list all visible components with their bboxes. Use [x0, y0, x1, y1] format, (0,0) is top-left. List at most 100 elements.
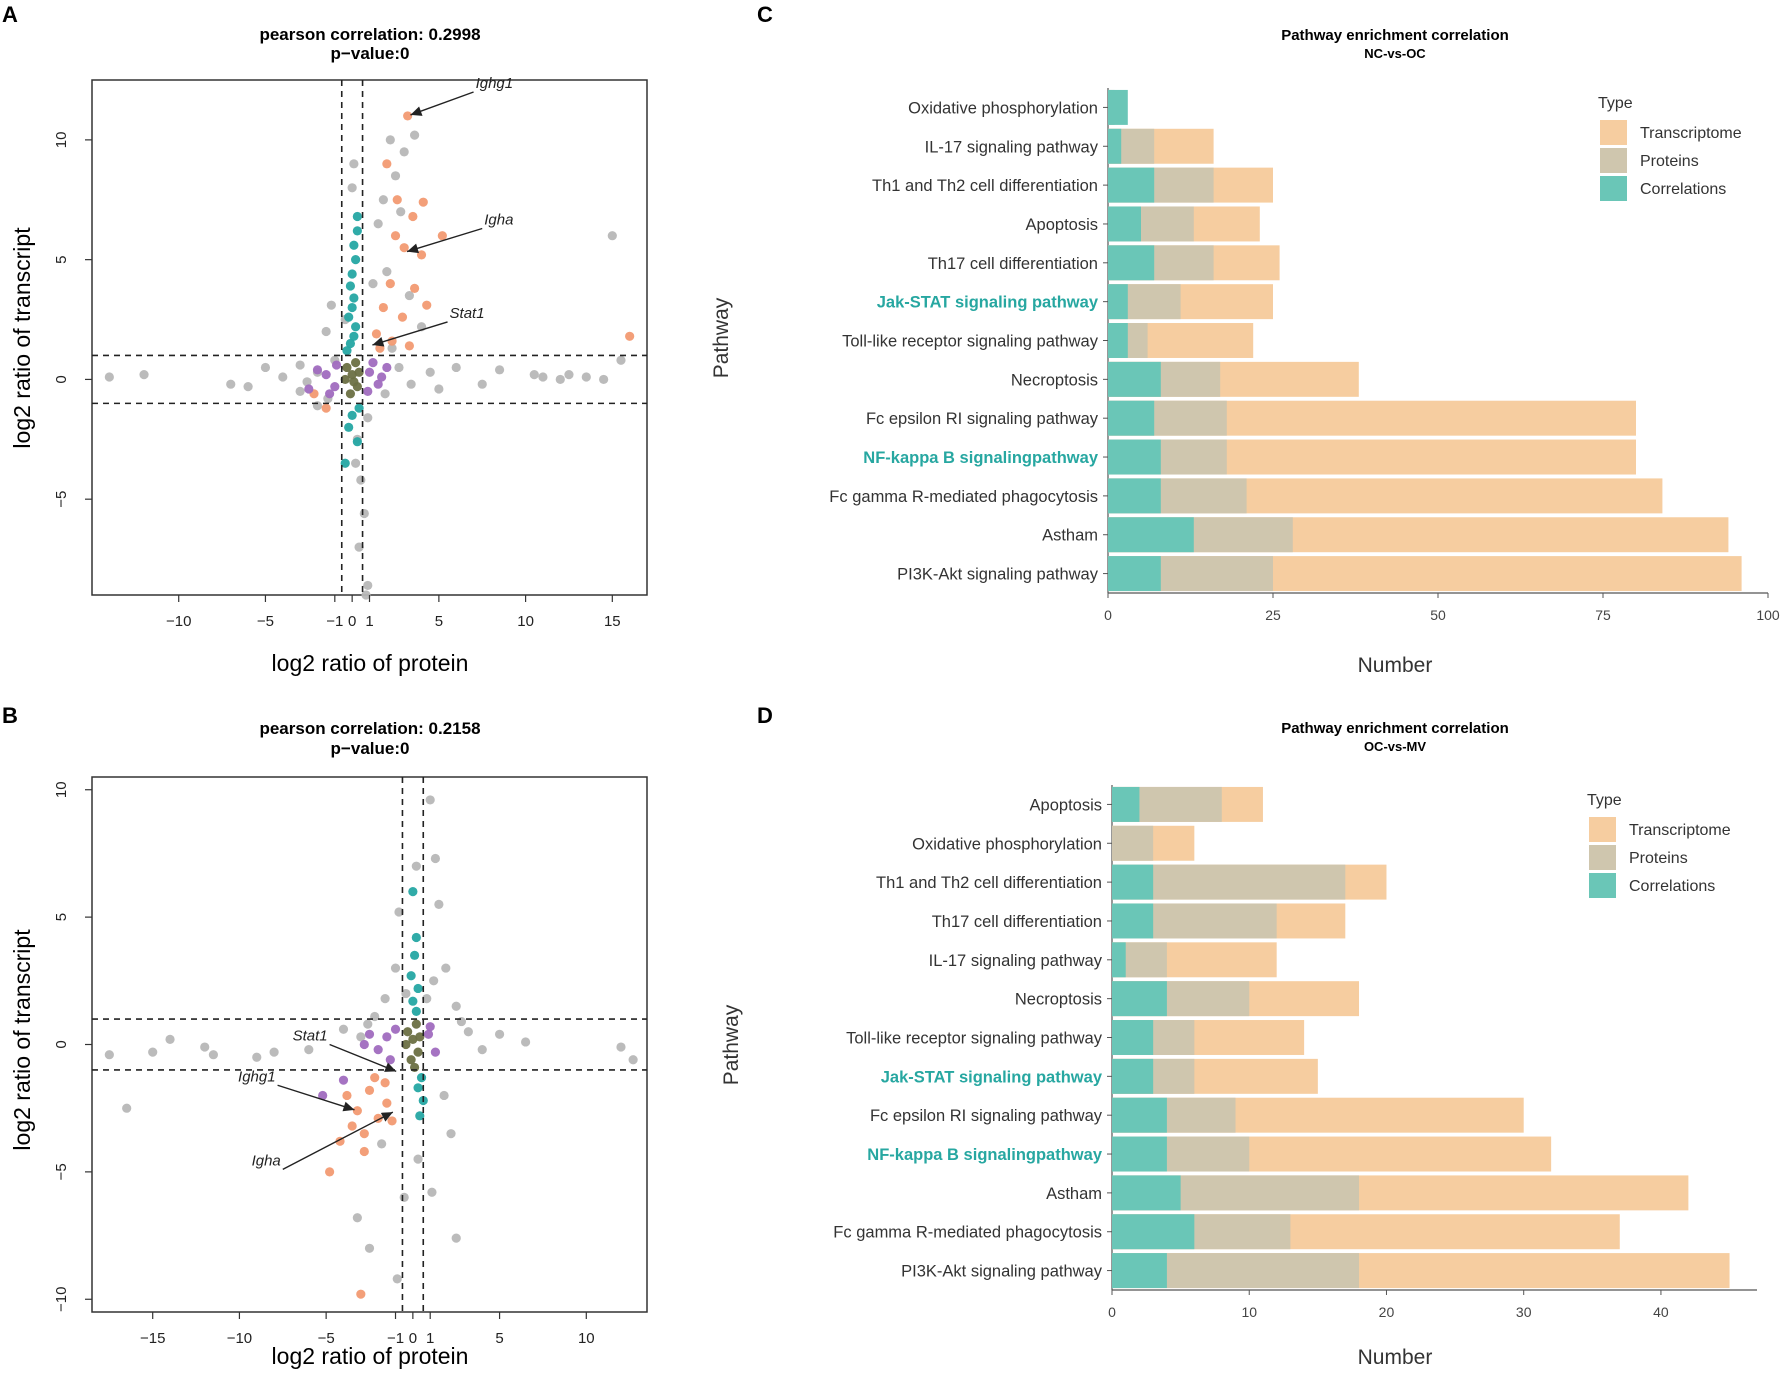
bar-d-legend-label: Proteins	[1629, 850, 1688, 867]
scatter-a-xtick-label: 1	[365, 613, 373, 630]
bar-d-xtick-label: 10	[1241, 1304, 1257, 1320]
scatter-a-point-grey	[349, 159, 359, 169]
scatter-a-point-teal	[351, 255, 361, 265]
bar-c-bar-correlations	[1108, 167, 1155, 203]
scatter-b-point-orange	[364, 1085, 375, 1095]
bar-d-bar-correlations	[1112, 1136, 1167, 1172]
scatter-b-point-orange	[342, 1090, 352, 1101]
bar-d-bar-correlations	[1112, 942, 1126, 978]
scatter-b-point-orange	[325, 1167, 335, 1177]
scatter-a-frame	[91, 79, 648, 596]
bar-d-bar-correlations	[1112, 864, 1154, 900]
bar-panel-c: Pathway enrichment correlation NC-vs-OC …	[710, 27, 1780, 677]
bar-c-legend-title: Type	[1598, 95, 1633, 112]
bar-d-bar-correlations	[1112, 786, 1140, 822]
scatter-a-point-purple	[363, 386, 373, 396]
bar-d-xtick-label: 20	[1379, 1304, 1395, 1320]
bar-c-xtick-label: 100	[1756, 607, 1780, 623]
scatter-a-point-grey	[351, 458, 361, 468]
bar-d-xtick-label: 40	[1653, 1304, 1669, 1320]
scatter-a-point-purple	[304, 384, 314, 394]
scatter-a-point-grey	[347, 183, 357, 193]
scatter-a-point-grey	[385, 135, 395, 145]
scatter-a-point-purple	[368, 358, 378, 368]
scatter-b-point-grey	[477, 1044, 487, 1055]
scatter-b-frame	[91, 776, 648, 1313]
scatter-a-annotation-label: Ighg1	[476, 75, 514, 92]
scatter-a-point-teal	[349, 293, 359, 303]
scatter-a-point-grey	[564, 370, 574, 380]
scatter-b-point-purple	[373, 1044, 383, 1055]
scatter-a-point-orange	[403, 111, 413, 121]
scatter-b-subtitle: p−value:0	[331, 739, 410, 758]
scatter-b-xtick-label: −15	[140, 1330, 165, 1347]
scatter-a-point-teal	[351, 322, 361, 332]
scatter-a-point-purple	[321, 370, 331, 380]
bar-c-xlabel: Number	[1358, 654, 1433, 677]
scatter-a-point-teal	[347, 269, 357, 279]
bar-c-bar-correlations	[1108, 400, 1155, 436]
bar-d-category-label: Th17 cell differentiation	[932, 913, 1102, 931]
scatter-b-point-orange	[370, 1073, 380, 1083]
bar-d-bar-correlations	[1112, 1097, 1167, 1133]
scatter-b-point-teal	[411, 932, 421, 943]
scatter-b-point-grey	[104, 1050, 114, 1060]
scatter-b-point-grey	[520, 1037, 531, 1047]
scatter-a-point-orange	[371, 329, 382, 339]
scatter-a-annotation-arrowhead	[410, 106, 423, 116]
scatter-a-point-olive	[345, 389, 356, 399]
bar-c-category-label: Apoptosis	[1026, 216, 1098, 234]
bar-d-title: Pathway enrichment correlation	[1281, 720, 1509, 737]
scatter-b-point-grey	[441, 963, 451, 973]
scatter-b-point-orange	[356, 1289, 366, 1299]
scatter-a-point-grey	[368, 279, 378, 289]
scatter-b-point-olive	[401, 1039, 411, 1050]
scatter-b-point-grey	[352, 1213, 362, 1223]
scatter-b-xtick-label: −10	[227, 1330, 252, 1347]
scatter-b-point-grey	[422, 994, 432, 1004]
scatter-a-point-grey	[477, 379, 487, 389]
scatter-b-point-olive	[415, 1032, 425, 1042]
bar-d-category-label: Apoptosis	[1030, 796, 1102, 814]
scatter-b-point-grey	[356, 1032, 366, 1042]
bar-c-category-label: Fc gamma R-mediated phagocytosis	[829, 488, 1098, 506]
scatter-a-point-olive	[351, 358, 361, 368]
panel-label-c: C	[757, 2, 773, 27]
scatter-a-point-grey	[406, 379, 416, 389]
scatter-a-annotation-arrow	[410, 91, 474, 116]
scatter-b-point-olive	[411, 1019, 421, 1029]
bar-c-bar-correlations	[1108, 517, 1194, 553]
bar-c-category-label: Astham	[1042, 527, 1098, 545]
scatter-a-point-grey	[243, 382, 253, 392]
scatter-a-point-grey	[607, 231, 617, 241]
bar-c-title: Pathway enrichment correlation	[1281, 27, 1509, 44]
panel-label-b: B	[2, 703, 18, 728]
scatter-b-point-orange	[380, 1078, 390, 1088]
bar-c-category-label: Fc epsilon RI signaling pathway	[866, 410, 1099, 428]
bar-d-category-label: IL-17 signaling pathway	[929, 952, 1103, 970]
scatter-a-point-grey	[409, 130, 420, 140]
scatter-b-point-orange	[347, 1121, 357, 1131]
bar-panel-d: Pathway enrichment correlation OC-vs-MV …	[720, 720, 1757, 1369]
scatter-a-point-purple	[364, 367, 375, 377]
scatter-b-title: pearson correlation: 0.2158	[259, 719, 480, 738]
bar-c-legend-swatch-transcriptome	[1600, 120, 1627, 145]
scatter-a-ytick-label: −5	[53, 491, 70, 508]
scatter-a-point-purple	[331, 360, 342, 370]
scatter-b-point-grey	[429, 976, 439, 986]
scatter-b-point-grey	[252, 1052, 262, 1062]
scatter-b-annotation-arrow	[277, 1084, 355, 1111]
scatter-b-point-grey	[430, 853, 441, 864]
scatter-b-annotation-arrowhead	[342, 1101, 355, 1112]
scatter-a-point-olive	[342, 362, 352, 373]
bar-d-bar-correlations	[1112, 1214, 1195, 1250]
scatter-a-title: pearson correlation: 0.2998	[259, 25, 480, 44]
bar-d-legend-swatch-correlations	[1589, 873, 1616, 898]
scatter-b-xtick-label: 0	[409, 1330, 417, 1347]
bar-c-bar-correlations	[1108, 361, 1161, 397]
scatter-a-point-orange	[625, 331, 635, 341]
scatter-b-point-grey	[364, 1243, 375, 1253]
scatter-a-point-grey	[378, 195, 388, 205]
scatter-a-point-grey	[139, 370, 149, 380]
